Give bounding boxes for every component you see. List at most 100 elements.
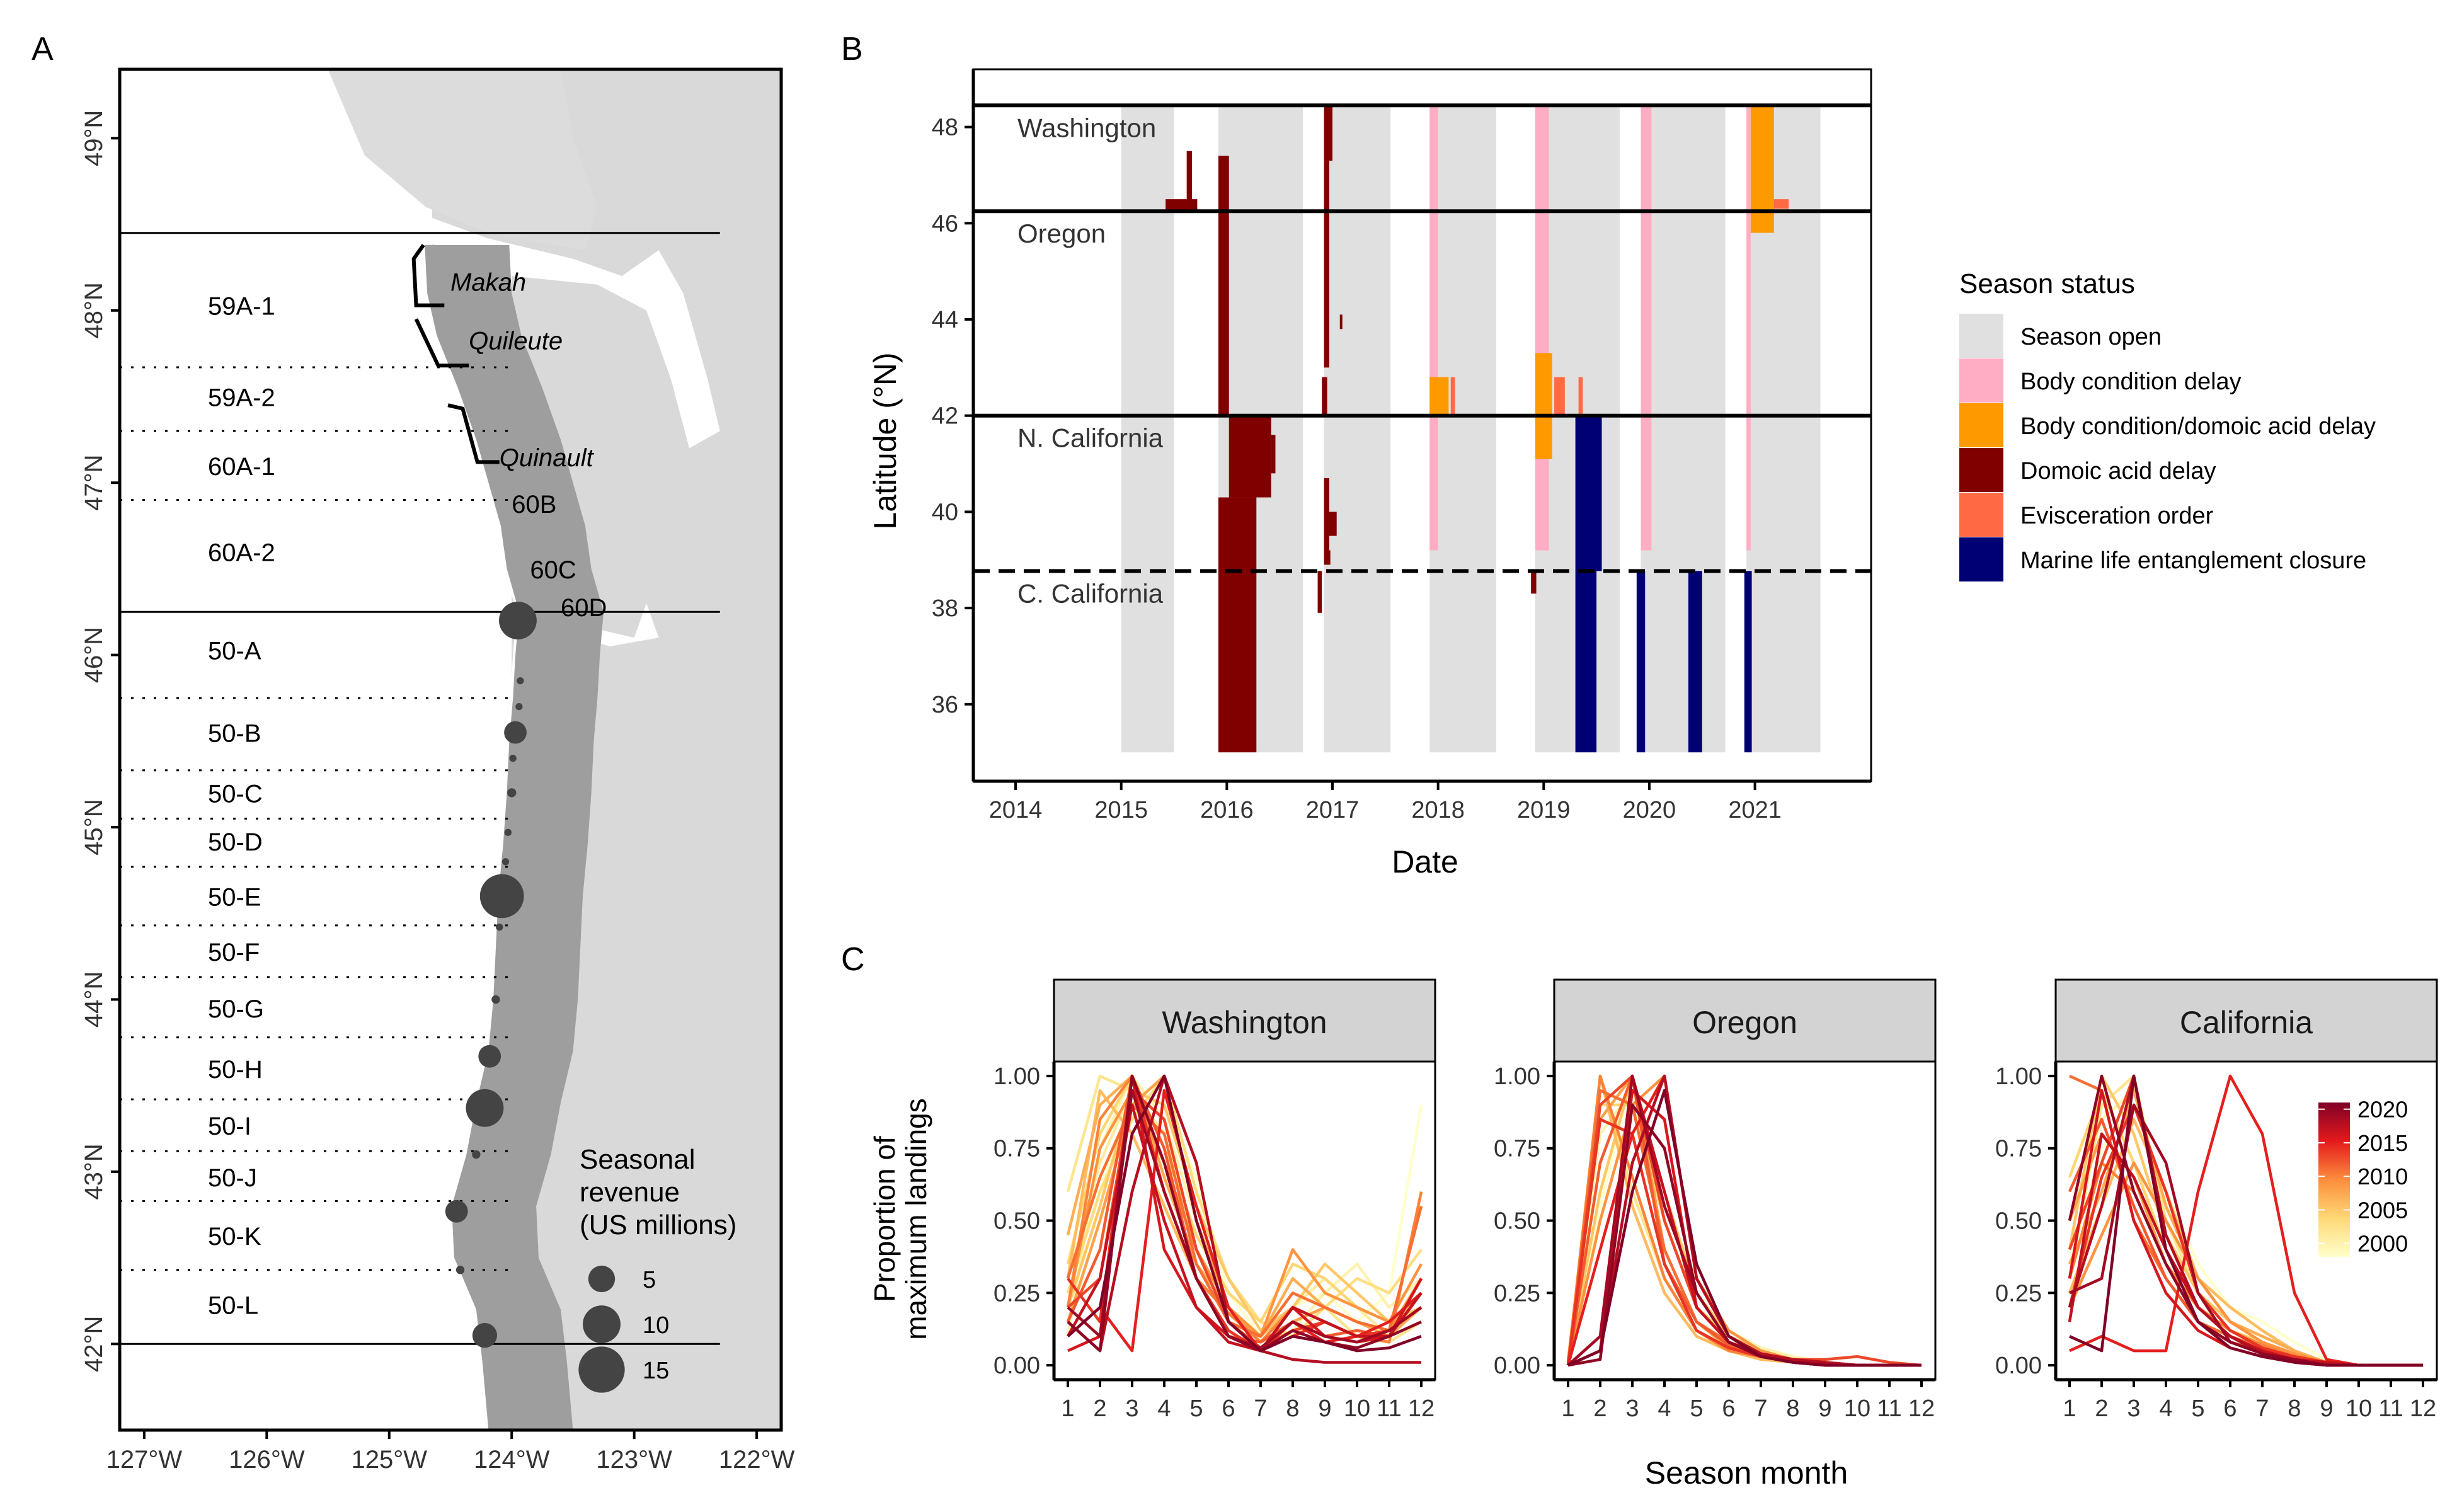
revenue-legend-label: 5 <box>643 1267 656 1293</box>
status-bar-domoic-acid-delay <box>1531 571 1537 594</box>
status-bar-domoic-acid-delay <box>1324 161 1329 368</box>
facet-y-tick-label: 0.75 <box>994 1136 1040 1162</box>
map-x-tick-label: 127°W <box>106 1446 183 1474</box>
status-bar-marine-life-entanglement-closure <box>1744 571 1752 753</box>
facet-y-tick-label: 0.50 <box>1995 1208 2042 1235</box>
facet-x-tick-label: 3 <box>1125 1395 1138 1422</box>
legend-label: Body condition/domoic acid delay <box>2020 413 2376 440</box>
y-tick-label: 42 <box>932 403 958 430</box>
map-y-tick-label: 44°N <box>80 971 108 1028</box>
facet-x-tick-label: 9 <box>1318 1395 1331 1422</box>
tribal-boundary <box>447 403 500 464</box>
landings-line-2015 <box>1067 1089 1423 1353</box>
facet-strip <box>2054 978 2438 1063</box>
x-tick-label: 2016 <box>1200 797 1254 823</box>
revenue-bubble <box>499 602 537 639</box>
revenue-bubble <box>472 1323 498 1348</box>
zone-label: 50-F <box>208 939 260 966</box>
y-tick-label: 38 <box>932 595 958 622</box>
legend-swatch-domoic-acid-delay <box>1959 448 2003 492</box>
facet-x-tick-label: 12 <box>1408 1395 1435 1422</box>
map-y-tick-label: 47°N <box>80 455 108 511</box>
revenue-bubble <box>466 1089 504 1127</box>
map-y-tick-label: 43°N <box>80 1143 108 1200</box>
facet-x-tick-label: 5 <box>2191 1395 2204 1422</box>
revenue-bubble <box>517 677 524 685</box>
revenue-legend-bubble <box>588 1265 616 1293</box>
status-bar-domoic-acid-delay <box>1322 377 1327 416</box>
landings-line-2020 <box>1067 1074 1422 1353</box>
facet-y-tick-label: 0.75 <box>1494 1136 1540 1162</box>
legend-swatch-season-open <box>1959 314 2003 358</box>
facet-x-tick-label: 10 <box>1344 1395 1370 1422</box>
facet-lines <box>1066 1074 1423 1364</box>
revenue-bubbles <box>445 602 537 1348</box>
facet-strip <box>1053 978 1436 1063</box>
facet-x-tick-label: 11 <box>1377 1395 1401 1422</box>
map-y-tick-label: 42°N <box>80 1316 108 1372</box>
status-bar-domoic-acid-delay <box>1324 478 1329 551</box>
facet-x-tick-label: 10 <box>2345 1395 2372 1422</box>
facet-x-tick-label: 1 <box>2063 1395 2076 1422</box>
year-colorbar <box>2318 1102 2350 1257</box>
revenue-bubble <box>491 995 500 1004</box>
facet-lines <box>1566 1074 1922 1367</box>
facet-y-tick-label: 0.25 <box>1494 1280 1540 1307</box>
facet-y-tick-label: 1.00 <box>994 1063 1040 1090</box>
panel-b-ylabel: Latitude (°N) <box>868 352 903 529</box>
facet-x-tick-label: 12 <box>1908 1395 1935 1422</box>
facet-x-tick-label: 6 <box>2223 1395 2236 1422</box>
panel-c-ylabel-line1: Proportion of <box>868 1136 901 1302</box>
status-bar-evisceration-order <box>1578 377 1583 416</box>
revenue-bubble <box>472 1150 481 1159</box>
facet-y-tick-label: 1.00 <box>1494 1063 1540 1090</box>
status-bar-evisceration-order <box>1773 199 1789 209</box>
map-axes: 127°W 126°W 125°W 124°W 123°W 122°W 42°N 43°N 44… <box>80 110 795 1474</box>
facet-x-tick-label: 10 <box>1844 1395 1870 1422</box>
revenue-bubble <box>501 858 510 866</box>
zone-label: 59A-2 <box>208 384 275 411</box>
facet-x-tick-label: 4 <box>1157 1395 1171 1422</box>
panel-b-xlabel: Date <box>1392 844 1458 879</box>
water-salish-sea <box>426 215 720 449</box>
season-open-bar <box>1429 105 1496 753</box>
facet-x-tick-label: 3 <box>2127 1395 2140 1422</box>
facet-y-tick-label: 0.00 <box>994 1353 1040 1379</box>
facet-x-tick-label: 5 <box>1690 1395 1703 1422</box>
zone-label: 60A-1 <box>208 453 275 481</box>
landings-line-2021 <box>1067 1074 1422 1353</box>
y-tick-label: 40 <box>932 499 958 525</box>
season-open-bar <box>1121 105 1174 753</box>
status-bar-domoic-acid-delay <box>1329 512 1337 536</box>
panel-letter-b: B <box>841 31 863 67</box>
facet-strip-label: Oregon <box>1692 1005 1797 1040</box>
land-coastal-counties <box>423 244 604 1430</box>
zone-label: 59A-1 <box>208 293 275 321</box>
facet-x-tick-label: 9 <box>1818 1395 1831 1422</box>
revenue-legend-label: 15 <box>643 1358 669 1384</box>
facet-x-tick-label: 1 <box>1061 1395 1074 1422</box>
facet-x-tick-label: 11 <box>1877 1395 1901 1422</box>
facet-x-tick-label: 6 <box>1222 1395 1235 1422</box>
facet-x-tick-label: 8 <box>1786 1395 1799 1422</box>
revenue-legend-title: (US millions) <box>580 1210 736 1240</box>
status-bar-domoic-acid-delay <box>1324 550 1331 565</box>
x-tick-label: 2021 <box>1728 797 1782 823</box>
facet-strip-label: Washington <box>1162 1005 1327 1040</box>
season-open-bar <box>1641 105 1726 753</box>
facet-strip <box>1553 978 1937 1063</box>
revenue-bubble <box>496 923 503 931</box>
map-x-tick-label: 123°W <box>596 1446 672 1474</box>
facet-x-tick-label: 5 <box>1189 1395 1203 1422</box>
zone-label: 50-B <box>208 720 261 748</box>
zone-label: 50-K <box>208 1223 261 1251</box>
status-bar-marine-life-entanglement-closure <box>1575 571 1597 753</box>
x-tick-label: 2018 <box>1411 797 1465 823</box>
x-tick-label: 2017 <box>1306 797 1360 823</box>
facet-strip-label: California <box>2180 1005 2313 1040</box>
facet-x-tick-label: 8 <box>1286 1395 1299 1422</box>
